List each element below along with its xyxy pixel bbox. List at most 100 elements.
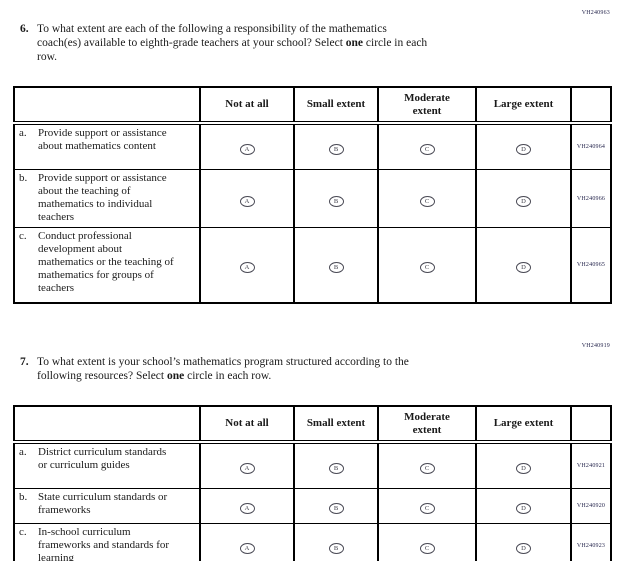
header-empty-cell [570,406,611,444]
answer-circle-c[interactable]: C [419,262,435,273]
answer-circle-b[interactable]: B [328,262,344,273]
answer-circle-a[interactable]: A [239,543,255,554]
table-row-c: c. Conduct professional development abou… [13,227,611,303]
option-cell-not-at-all: A [199,169,294,228]
option-cell-small-extent: B [293,169,378,228]
option-cell-moderate-extent: C [377,169,476,228]
table-row-b: b. State curriculum standards or framewo… [13,488,611,524]
question-6-table: Not at all Small extent Moderate extent … [13,86,612,304]
answer-circle-b[interactable]: B [328,503,344,514]
answer-circle-d[interactable]: D [516,195,531,207]
row-label-cell: b. State curriculum standards or framewo… [13,488,200,524]
answer-circle-b[interactable]: B [328,543,344,554]
row-label: State curriculum standards or frameworks [38,491,168,516]
header-empty-stub [13,406,200,444]
option-cell-moderate-extent: C [377,441,476,489]
question-7-text: To what extent is your school’s mathemat… [37,355,409,383]
answer-circle-c[interactable]: C [419,503,435,514]
header-row: Not at all Small extent Moderate extent … [13,87,611,125]
table-row-a: a. Provide support or assistance about m… [13,122,611,170]
answer-circle-c[interactable]: C [419,195,435,207]
answer-circle-b[interactable]: B [328,144,344,155]
option-cell-moderate-extent: C [377,523,476,561]
option-cell-not-at-all: A [199,523,294,561]
row-label: Provide support or assistance about the … [38,172,167,223]
answer-circle-b[interactable]: B [328,463,344,474]
row-label-cell: c. In-school curriculum frameworks and s… [13,523,200,561]
question-6-line1: To what extent are each of the following… [37,23,387,35]
option-cell-large-extent: D [475,169,571,228]
row-code: VH240920 [570,488,611,524]
option-cell-large-extent: D [475,523,571,561]
answer-circle-d[interactable]: D [516,543,531,554]
answer-circle-a[interactable]: A [239,463,255,474]
question-6-prompt: 6. To what extent are each of the follow… [20,22,623,64]
header-small-extent: Small extent [293,87,378,125]
option-cell-small-extent: B [293,227,378,303]
answer-circle-d[interactable]: D [516,144,531,155]
row-label-cell: a. Provide support or assistance about m… [13,122,200,170]
header-row: Not at all Small extent Moderate extent … [13,406,611,444]
row-label: District curriculum standards or curricu… [38,446,167,471]
answer-circle-d[interactable]: D [516,503,531,514]
row-letter: b. [19,491,28,503]
row-label-cell: a. District curriculum standards or curr… [13,441,200,489]
answer-circle-a[interactable]: A [239,262,255,273]
row-letter: a. [19,127,27,139]
answer-circle-c[interactable]: C [419,144,435,155]
question-6-section: VH240963 6. To what extent are each of t… [0,8,623,304]
header-not-at-all: Not at all [199,87,294,125]
option-cell-large-extent: D [475,122,571,170]
row-code: VH240921 [570,441,611,489]
option-cell-large-extent: D [475,441,571,489]
question-6-line2: coach(es) available to eighth-grade teac… [37,37,428,49]
answer-circle-c[interactable]: C [419,463,435,474]
row-letter: c. [19,526,27,538]
option-cell-small-extent: B [293,122,378,170]
row-code: VH240964 [570,122,611,170]
answer-circle-d[interactable]: D [516,262,531,273]
question-7-number: 7. [20,356,29,368]
option-cell-moderate-extent: C [377,227,476,303]
header-moderate-extent: Moderate extent [377,406,476,444]
question-6-code: VH240963 [581,10,610,16]
option-cell-large-extent: D [475,488,571,524]
option-cell-small-extent: B [293,441,378,489]
answer-circle-a[interactable]: A [239,144,255,155]
question-7-line1: To what extent is your school’s mathemat… [37,356,409,368]
option-cell-moderate-extent: C [377,122,476,170]
row-label-cell: c. Conduct professional development abou… [13,227,200,303]
option-cell-moderate-extent: C [377,488,476,524]
row-letter: c. [19,230,27,242]
question-7-section: VH240919 7. To what extent is your schoo… [0,341,623,561]
header-small-extent: Small extent [293,406,378,444]
row-code: VH240965 [570,227,611,303]
answer-circle-a[interactable]: A [239,503,255,514]
row-label-cell: b. Provide support or assistance about t… [13,169,200,228]
row-code: VH240966 [570,169,611,228]
question-7-line2: following resources? Select one circle i… [37,370,272,382]
header-large-extent: Large extent [475,87,571,125]
question-6-text: To what extent are each of the following… [37,22,427,64]
table-row-b: b. Provide support or assistance about t… [13,169,611,228]
row-code: VH240923 [570,523,611,561]
answer-circle-a[interactable]: A [239,195,255,207]
answer-circle-c[interactable]: C [419,543,435,554]
question-7-table: Not at all Small extent Moderate extent … [13,405,612,561]
header-large-extent: Large extent [475,406,571,444]
table-row-c: c. In-school curriculum frameworks and s… [13,523,611,561]
option-cell-not-at-all: A [199,441,294,489]
header-moderate-extent: Moderate extent [377,87,476,125]
answer-circle-b[interactable]: B [328,195,344,207]
option-cell-small-extent: B [293,523,378,561]
question-6-line3: row. [37,51,58,63]
header-not-at-all: Not at all [199,406,294,444]
option-cell-not-at-all: A [199,122,294,170]
row-label: In-school curriculum frameworks and stan… [38,526,170,561]
answer-circle-d[interactable]: D [516,463,531,474]
question-7-code: VH240919 [581,343,610,349]
header-empty-cell [570,87,611,125]
option-cell-not-at-all: A [199,227,294,303]
row-label: Provide support or assistance about math… [38,127,167,152]
